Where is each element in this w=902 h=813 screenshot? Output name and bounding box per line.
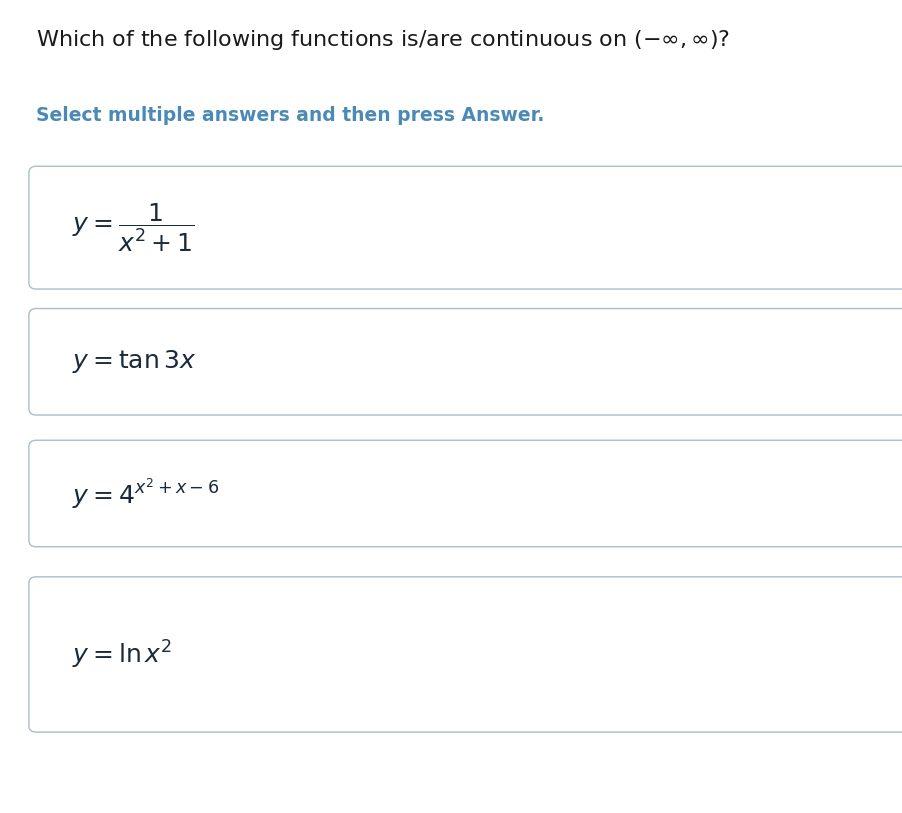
Text: $y = \dfrac{1}{x^2 + 1}$: $y = \dfrac{1}{x^2 + 1}$ [72, 202, 195, 254]
FancyBboxPatch shape [29, 577, 902, 732]
FancyBboxPatch shape [29, 440, 902, 546]
FancyBboxPatch shape [29, 308, 902, 415]
Text: $y = 4^{x^2+x-6}$: $y = 4^{x^2+x-6}$ [72, 476, 219, 511]
FancyBboxPatch shape [29, 167, 902, 289]
Text: Select multiple answers and then press Answer.: Select multiple answers and then press A… [36, 106, 544, 124]
Text: $y = \tan 3x$: $y = \tan 3x$ [72, 348, 196, 376]
Text: Which of the following functions is/are continuous on $(-\infty, \infty)$?: Which of the following functions is/are … [36, 28, 730, 53]
Text: $y = \ln x^2$: $y = \ln x^2$ [72, 638, 172, 671]
